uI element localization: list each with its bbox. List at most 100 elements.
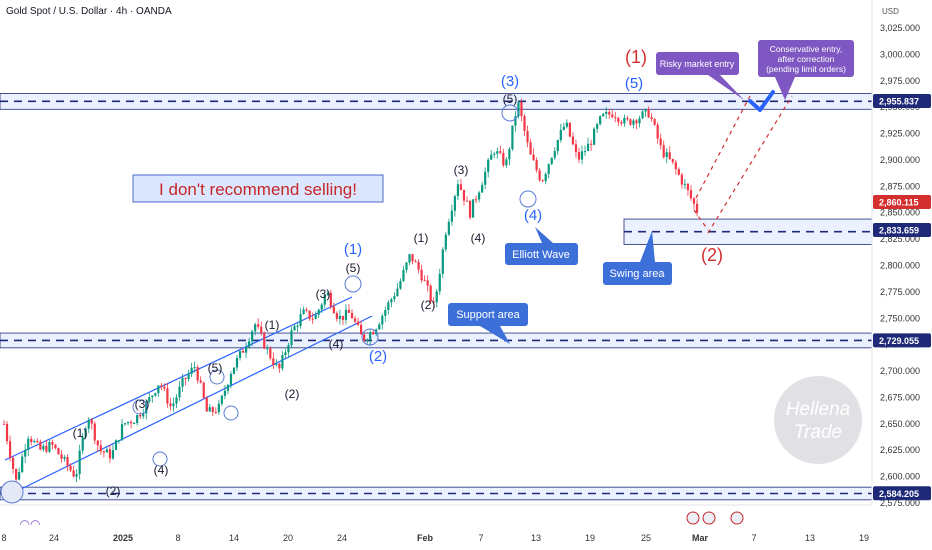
candle-body (317, 309, 320, 315)
candle-body (493, 153, 496, 155)
candle-body (296, 325, 299, 327)
candle-body (69, 465, 72, 471)
candle-body (390, 299, 393, 303)
candle-body (565, 122, 568, 127)
candle-body (148, 397, 151, 402)
price-tick-label: 2,925.000 (880, 129, 920, 139)
candle-body (559, 129, 562, 141)
candle-body (426, 280, 429, 286)
candle-body (33, 441, 36, 443)
elliott-wave-label: Elliott Wave (512, 249, 570, 261)
candle-body (583, 151, 587, 153)
candle-body (650, 117, 653, 120)
candle-body (529, 142, 532, 155)
candle-body (251, 331, 254, 342)
candle-body (620, 122, 623, 124)
candle-body (350, 312, 354, 319)
candle-body (689, 190, 693, 199)
candle-body (683, 183, 686, 185)
candle-body (605, 111, 608, 114)
wave-label: (2) (421, 298, 436, 312)
candle-body (151, 395, 154, 398)
channel-lower-line (4, 315, 373, 498)
price-tick-label: 3,025.000 (880, 23, 920, 33)
candle-body (532, 154, 535, 161)
candle-body (629, 119, 632, 125)
candle-body (441, 249, 444, 274)
candle-body (611, 114, 614, 118)
candle-body (320, 304, 323, 310)
wave-label: (4) (471, 231, 486, 245)
candle-body (217, 403, 220, 413)
candle-body (617, 118, 620, 123)
wave-marker (519, 190, 537, 208)
candle-body (87, 419, 90, 429)
time-tick-label: 7 (751, 533, 756, 543)
candle-body (544, 173, 547, 182)
candle-body (596, 124, 599, 129)
hellena-trade-watermark: Hellena Trade (774, 376, 862, 464)
us-flag-icon[interactable] (730, 511, 744, 525)
candle-body (456, 184, 460, 197)
candle-body (48, 441, 51, 452)
candle-body (163, 386, 166, 389)
candle-body (680, 174, 683, 185)
indicator-icon: ◠◠ (20, 517, 41, 531)
headline-text: I don't recommend selling! (159, 180, 357, 199)
candle-body (93, 423, 96, 441)
wave-label: (2) (369, 348, 387, 365)
candle-body (556, 140, 559, 152)
candle-body (408, 254, 411, 263)
candle-body (420, 269, 423, 281)
price-label-badge (873, 222, 931, 237)
candle-body (260, 326, 263, 333)
wave-label: (3) (135, 397, 150, 411)
candle-body (341, 315, 345, 320)
wave-label: (4) (329, 337, 344, 351)
candle-body (90, 419, 93, 424)
candle-body (238, 350, 242, 358)
support-area-callout: Support area (448, 303, 528, 344)
candle-body (160, 385, 163, 387)
price-tick-label: 2,975.000 (880, 76, 920, 86)
wave-label: (4) (154, 463, 169, 477)
candle-body (184, 377, 187, 380)
candle-body (677, 169, 680, 175)
conservative-entry-callout: Conservative entry, after correction (pe… (758, 40, 854, 100)
candlestick-series (2, 98, 699, 483)
time-tick-label: 14 (229, 533, 239, 543)
candle-body (520, 102, 523, 117)
price-label-badge (873, 94, 931, 109)
candle-body (653, 119, 656, 125)
candle-body (21, 456, 24, 473)
wave-label: (3) (454, 163, 469, 177)
candle-body (505, 159, 508, 166)
wave-label: (1) (73, 426, 88, 440)
us-flag-icon[interactable] (686, 511, 700, 525)
us-flag-icon[interactable] (702, 511, 716, 525)
candle-body (468, 200, 472, 218)
forecast-conservative (707, 95, 793, 234)
candle-body (299, 314, 302, 326)
candle-body (647, 109, 650, 118)
wave-marker (223, 405, 239, 421)
candle-body (444, 234, 447, 250)
candle-body (45, 445, 48, 452)
price-tick-label: 2,625.000 (880, 445, 920, 455)
candle-body (275, 363, 278, 365)
candle-body (638, 118, 641, 124)
candle-body (136, 414, 139, 423)
wave-label: (4) (524, 207, 542, 224)
chart-title: Gold Spot / U.S. Dollar · 4h · OANDA (6, 6, 172, 17)
candle-body (190, 367, 193, 374)
wave-label: (2) (701, 245, 723, 265)
wave-label: (1) (265, 318, 280, 332)
candle-body (384, 309, 387, 316)
candle-body (99, 445, 102, 452)
time-tick-label: 2025 (113, 533, 133, 543)
candle-body (290, 330, 293, 346)
candle-body (130, 421, 133, 424)
wave-marker-bottom (0, 480, 24, 504)
candle-body (181, 377, 184, 387)
